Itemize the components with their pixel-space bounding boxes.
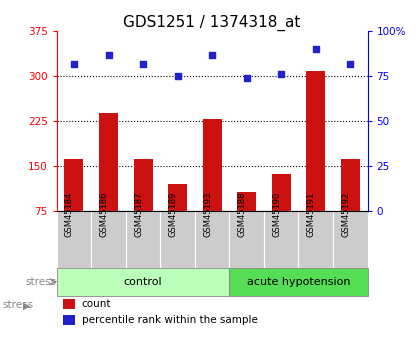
Bar: [160, 211, 195, 268]
Bar: [63, 299, 75, 308]
Bar: [134, 159, 152, 211]
Point: [140, 61, 147, 66]
Bar: [91, 211, 126, 268]
Text: GSM45189: GSM45189: [168, 191, 178, 237]
Title: GDS1251 / 1374318_at: GDS1251 / 1374318_at: [123, 15, 301, 31]
Point: [105, 52, 112, 57]
Point: [174, 73, 181, 79]
Bar: [299, 211, 333, 268]
Bar: [57, 268, 229, 296]
Point: [209, 52, 215, 57]
Point: [71, 61, 77, 66]
Bar: [272, 174, 291, 211]
Bar: [57, 211, 91, 268]
Bar: [333, 211, 368, 268]
Bar: [99, 114, 118, 211]
Point: [347, 61, 354, 66]
Bar: [237, 192, 256, 211]
Text: GSM45191: GSM45191: [307, 192, 316, 237]
Bar: [195, 211, 229, 268]
Text: acute hypotension: acute hypotension: [247, 277, 350, 287]
Text: GSM45192: GSM45192: [341, 192, 350, 237]
Text: GSM45187: GSM45187: [134, 191, 143, 237]
Text: GSM45186: GSM45186: [100, 191, 108, 237]
Text: ▶: ▶: [23, 300, 31, 310]
Bar: [229, 211, 264, 268]
Point: [312, 46, 319, 52]
Bar: [126, 211, 160, 268]
Text: control: control: [124, 277, 163, 287]
Point: [278, 72, 284, 77]
Bar: [306, 71, 325, 211]
Text: GSM45184: GSM45184: [65, 191, 74, 237]
Bar: [168, 185, 187, 211]
Text: stress: stress: [2, 300, 33, 310]
Text: stress: stress: [26, 277, 57, 287]
Text: percentile rank within the sample: percentile rank within the sample: [81, 315, 257, 325]
Text: count: count: [81, 299, 111, 309]
Bar: [63, 315, 75, 325]
Text: GSM45190: GSM45190: [272, 192, 281, 237]
Bar: [341, 159, 360, 211]
Point: [243, 75, 250, 81]
Bar: [264, 211, 299, 268]
Bar: [65, 159, 84, 211]
Text: GSM45188: GSM45188: [238, 191, 247, 237]
Bar: [202, 119, 222, 211]
Text: GSM45193: GSM45193: [203, 191, 212, 237]
Bar: [229, 268, 368, 296]
